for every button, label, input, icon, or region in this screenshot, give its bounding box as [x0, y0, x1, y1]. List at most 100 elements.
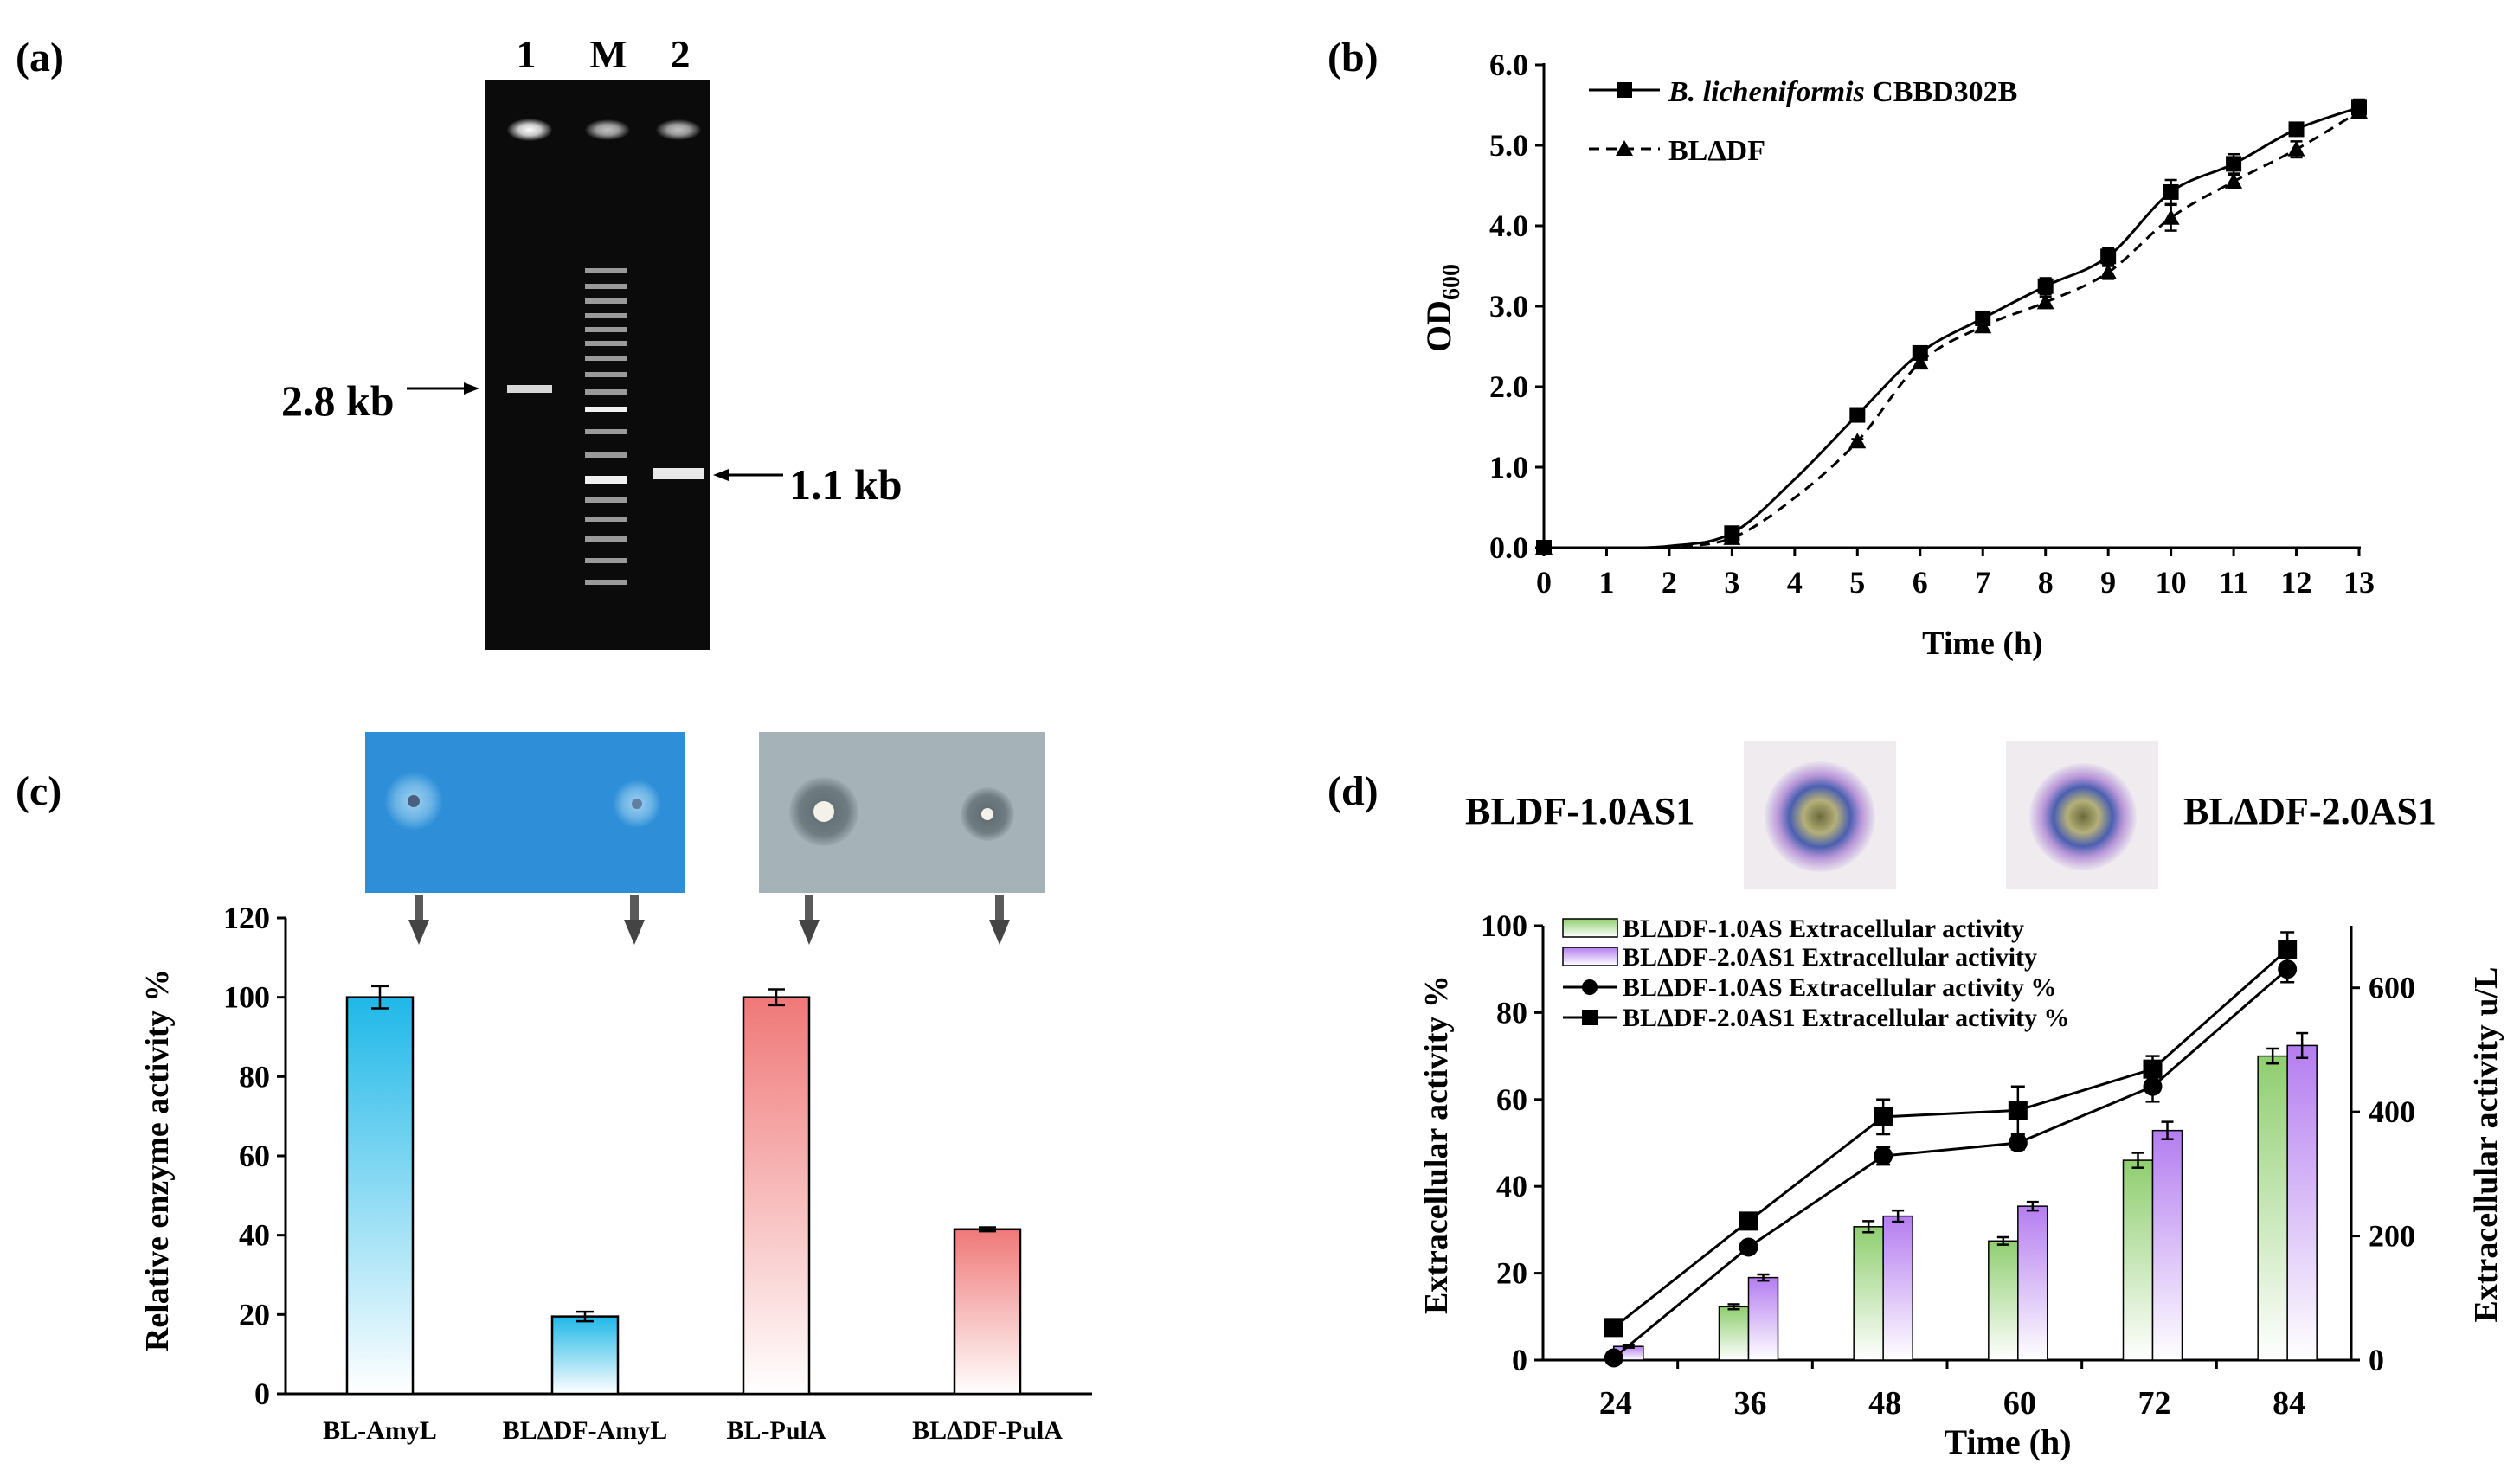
gel-image — [485, 80, 710, 650]
colony-bl-pula — [813, 801, 834, 822]
x-tick-label: 0 — [1536, 565, 1552, 600]
photo-label-2: BLΔDF-2.0AS1 — [2183, 790, 2437, 832]
y-tick-label: 0 — [254, 1377, 270, 1411]
legend-marker-wt — [1617, 82, 1632, 98]
y-tick-label-right: 600 — [2369, 971, 2415, 1005]
chart-c-xlabels: BL-AmyL BLΔDF-AmyL BL-PulA BLΔDF-PulA — [323, 1416, 1063, 1445]
down-arrow-icon — [624, 895, 645, 945]
down-arrow-icon — [989, 895, 1010, 945]
data-point-square — [2163, 183, 2179, 200]
arrowhead-1.1kb — [713, 469, 729, 481]
y-tick-label-left: 80 — [1496, 995, 1527, 1030]
y-tick-label: 1.0 — [1489, 450, 1528, 485]
data-point-circle — [1874, 1146, 1893, 1166]
x-category-label: 84 — [2272, 1385, 2305, 1421]
chart-b: 0.01.02.03.04.05.06.0 0 1 2 3 4 5 6 7 8 9 10 11 12 13… — [1419, 48, 2375, 662]
ladder-band — [585, 580, 627, 585]
bar-BL-AmyL — [345, 996, 415, 1396]
ladder-band — [585, 327, 627, 332]
gel-band-1.1kb — [653, 468, 704, 479]
legend-swatch-green — [1562, 918, 1618, 938]
chart-c: 0 20 40 60 80 100 120 BL-AmyL BLΔDF-AmyL BL-PulA… — [139, 901, 1092, 1445]
chart-c-bars — [345, 985, 1022, 1396]
colony-2 — [2029, 763, 2137, 870]
gel-well-m — [585, 119, 630, 140]
chart-d-lines — [1604, 931, 2298, 1368]
ladder-band — [585, 372, 627, 377]
x-tick-label: 4 — [1787, 565, 1803, 600]
data-point-square — [2100, 248, 2117, 265]
colony-photo-2 — [2006, 741, 2158, 889]
x-tick-label: 6 — [1912, 565, 1928, 600]
chart-b-series — [1535, 98, 2368, 555]
data-point-triangle — [2350, 102, 2368, 119]
x-category-label: 24 — [1599, 1385, 1632, 1421]
data-point-triangle — [1848, 433, 1867, 449]
y-tick-label: 2.0 — [1489, 369, 1528, 404]
data-point-triangle — [2287, 140, 2305, 157]
chart-b-ylabel: OD600 — [1419, 264, 1465, 352]
data-point-square — [1849, 407, 1866, 423]
band-label-1.1kb: 1.1 kb — [789, 460, 903, 509]
colony-bldf-amyl — [632, 799, 642, 809]
series-line-0 — [1543, 106, 2360, 549]
chart-b-xticks: 0 1 2 3 4 5 6 7 8 9 10 11 12 13 — [1536, 548, 2375, 600]
plate-photo-pula — [759, 732, 1045, 893]
x-tick-label: 10 — [2156, 565, 2187, 600]
dna-ladder — [585, 268, 627, 585]
x-tick-label: 11 — [2219, 565, 2248, 600]
panel-d-label: (d) — [1328, 768, 1379, 814]
data-point-triangle — [1911, 354, 1929, 370]
chart-d-yticks-left: 0 20 40 60 80 100 — [1481, 908, 1543, 1377]
panel-c-label: (c) — [16, 768, 61, 814]
x-category-label: 48 — [1868, 1385, 1901, 1421]
down-arrow-icon — [799, 895, 820, 945]
y-tick-label-left: 20 — [1496, 1256, 1527, 1291]
data-point-square — [1739, 1211, 1758, 1231]
legend-marker-square — [1582, 1010, 1598, 1025]
y-tick-label: 3.0 — [1489, 289, 1528, 324]
data-point-square — [1604, 1318, 1623, 1338]
legend-label-purple: BLΔDF-2.0AS1 Extracellular activity — [1623, 943, 2037, 972]
chart-d-xlabel: Time (h) — [1944, 1422, 2071, 1461]
bar-BLΔDF-AmyL — [550, 1315, 620, 1396]
ladder-band — [585, 407, 627, 412]
plate-arrows — [408, 895, 1010, 945]
arrowhead-2.8kb — [464, 382, 479, 395]
data-point-triangle — [2162, 209, 2180, 225]
ladder-band — [585, 452, 627, 458]
y-tick-label: 40 — [239, 1218, 270, 1253]
data-point-triangle — [2036, 293, 2054, 310]
y-tick-label-right: 200 — [2369, 1219, 2415, 1254]
x-tick-label: 13 — [2343, 565, 2375, 600]
bar-BL-PulA — [742, 996, 811, 1396]
data-point-square — [2278, 940, 2298, 959]
data-point-circle — [2008, 1133, 2028, 1152]
bar-purple-72 — [2151, 1129, 2183, 1361]
lane-label-m: M — [589, 32, 627, 76]
ladder-band — [585, 517, 627, 522]
y-tick-label: 100 — [223, 980, 270, 1015]
gel-well-2 — [656, 119, 701, 140]
chart-d-ylabel-left: Extracellular activity % — [1418, 975, 1455, 1314]
y-tick-label: 5.0 — [1489, 128, 1528, 163]
ladder-band — [585, 313, 627, 318]
panel-a: (a) 1 M 2 2.8 kb 1.1 kb — [16, 32, 903, 650]
data-point-square — [2226, 156, 2242, 172]
gel-band-2.8kb — [507, 385, 552, 393]
legend-label-wt: B. licheniformis CBBD302B — [1668, 76, 2017, 108]
data-point-triangle — [2225, 172, 2243, 189]
data-point-square — [2037, 278, 2054, 294]
bar-green-48 — [1853, 1226, 1884, 1361]
ladder-band — [585, 284, 627, 289]
legend-label-circle: BLΔDF-1.0AS Extracellular activity % — [1623, 973, 2057, 1002]
lane-label-1: 1 — [517, 32, 537, 76]
chart-d: 0 20 40 60 80 100 0 200 400 600 24 36 48 60 72 84 Tim… — [1418, 908, 2504, 1461]
data-point-square — [2008, 1101, 2028, 1120]
lane-label-2: 2 — [671, 32, 691, 76]
ladder-band — [585, 389, 627, 395]
x-tick-label: 2 — [1662, 565, 1677, 600]
y-tick-label-right: 400 — [2369, 1094, 2415, 1129]
down-arrow-icon — [408, 895, 429, 945]
